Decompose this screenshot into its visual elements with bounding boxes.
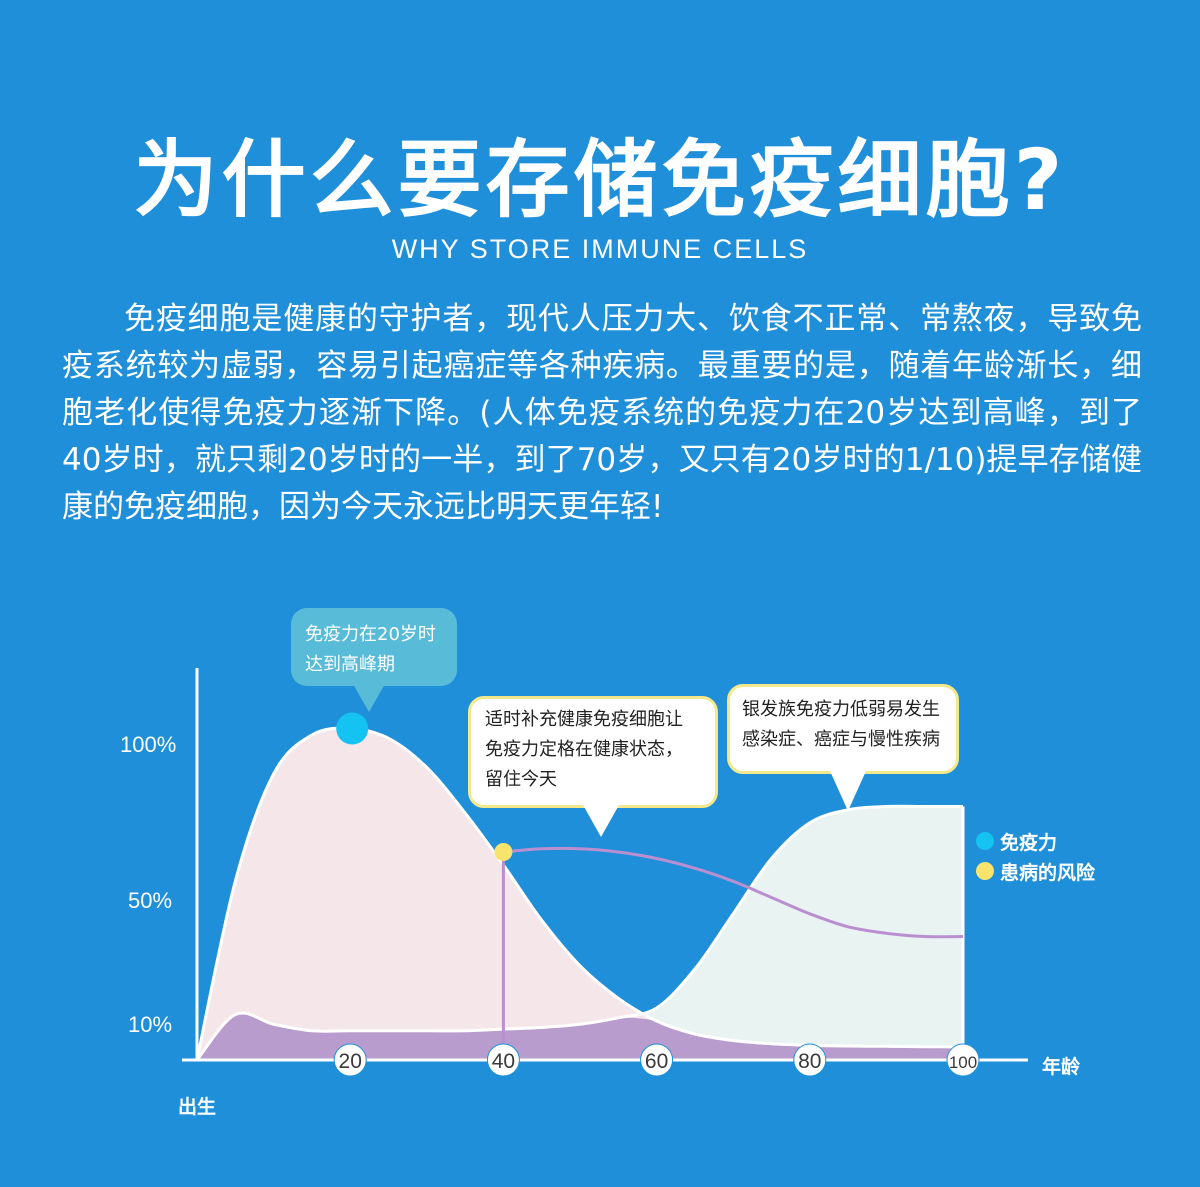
legend-item-risk: 患病的风险 bbox=[976, 856, 1095, 886]
immunity-line bbox=[195, 726, 964, 1061]
x-tick-label: 100 bbox=[949, 1053, 977, 1072]
x-tick-marker bbox=[333, 1043, 367, 1077]
peak-marker bbox=[336, 712, 369, 745]
callout-line: 感染症、癌症与慢性疾病 bbox=[742, 729, 940, 750]
x-tick-marker bbox=[793, 1043, 827, 1077]
elderly-callout: 银发族免疫力低弱易发生 感染症、癌症与慢性疾病 bbox=[727, 684, 959, 811]
x-tick-label: 20 bbox=[339, 1050, 362, 1073]
callout-line: 银发族免疫力低弱易发生 bbox=[742, 699, 940, 720]
callout-line: 留住今天 bbox=[485, 769, 557, 790]
y-tick-label: 50% bbox=[128, 888, 173, 913]
y-tick-label: 10% bbox=[128, 1012, 173, 1037]
legend-label: 免疫力 bbox=[1000, 831, 1058, 854]
page-subtitle: WHY STORE IMMUNE CELLS bbox=[391, 234, 809, 264]
legend-dot-icon bbox=[976, 832, 994, 850]
x-tick-marker bbox=[946, 1043, 980, 1077]
risk-area bbox=[197, 806, 963, 1060]
intro-paragraph: 免疫细胞是健康的守护者，现代人压力大、饮食不正常、常熬夜，导致免疫系统较为虚弱，… bbox=[62, 301, 1142, 525]
x-tick-label: 60 bbox=[645, 1050, 668, 1073]
legend-dot-icon bbox=[976, 862, 994, 880]
callout-tail bbox=[830, 771, 866, 811]
y-tick-label: 100% bbox=[120, 732, 177, 757]
x-tick-marker bbox=[640, 1043, 674, 1077]
callout-line: 达到高峰期 bbox=[305, 654, 395, 675]
immunity-area bbox=[197, 728, 963, 1060]
peak-callout: 免疫力在20岁时 达到高峰期 bbox=[291, 608, 457, 712]
callout-line: 免疫力在20岁时 bbox=[305, 624, 436, 645]
legend-item-immunity: 免疫力 bbox=[976, 826, 1095, 856]
x-tick-label: 80 bbox=[798, 1050, 821, 1073]
x-axis-label: 年龄 bbox=[1042, 1056, 1081, 1078]
x-axis-start-label: 出生 bbox=[178, 1096, 217, 1118]
page-title: 为什么要存储免疫细胞? bbox=[133, 131, 1067, 229]
legend-label: 患病的风险 bbox=[1000, 861, 1096, 884]
low-region-area bbox=[197, 1012, 963, 1060]
callout-tail bbox=[353, 684, 385, 712]
x-tick-label: 40 bbox=[492, 1050, 515, 1073]
callout-tail bbox=[583, 805, 619, 837]
supplement-line bbox=[503, 846, 964, 939]
supplement-callout: 适时补充健康免疫细胞让 免疫力定格在健康状态， 留住今天 bbox=[468, 696, 718, 837]
callout-line: 适时补充健康免疫细胞让 bbox=[485, 709, 683, 730]
risk-line bbox=[195, 804, 963, 1061]
callout-line: 免疫力定格在健康状态， bbox=[485, 739, 683, 760]
chart-legend: 免疫力 患病的风险 bbox=[976, 826, 1095, 886]
supplement-marker bbox=[494, 843, 513, 861]
x-tick-marker bbox=[486, 1043, 520, 1077]
